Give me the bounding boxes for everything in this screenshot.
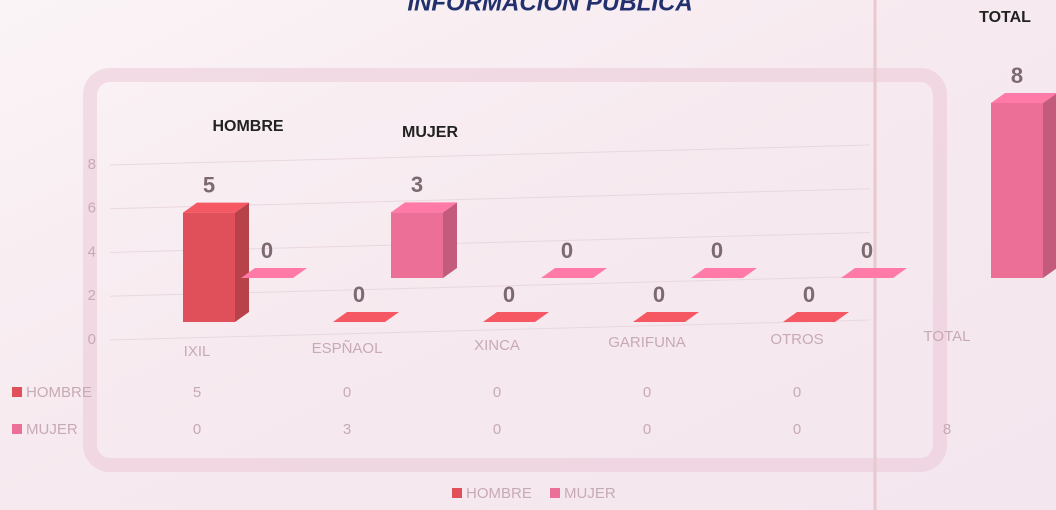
data-label: 5 xyxy=(203,172,215,197)
bar xyxy=(183,202,249,322)
bar-face xyxy=(1043,93,1056,278)
data-label: 0 xyxy=(711,238,723,263)
bar xyxy=(991,93,1056,278)
bar-face xyxy=(391,202,457,213)
table-cell: 0 xyxy=(793,421,801,438)
legend-label: HOMBRE xyxy=(466,485,532,502)
table-cell: 0 xyxy=(643,384,651,401)
x-tick-label: GARIFUNA xyxy=(608,334,686,351)
data-label: 0 xyxy=(261,238,273,263)
grid-line xyxy=(109,319,871,341)
legend-swatch xyxy=(550,488,560,498)
bar xyxy=(691,268,757,278)
bar-face xyxy=(333,312,399,322)
bar-face xyxy=(391,212,443,278)
x-tick-label: ESPÑAOL xyxy=(312,340,383,357)
legend-swatch xyxy=(452,488,462,498)
bar xyxy=(541,268,607,278)
bar xyxy=(783,312,849,322)
bar-face xyxy=(483,312,549,322)
y-tick-label: 0 xyxy=(88,331,96,348)
bar-face xyxy=(541,268,607,278)
bar xyxy=(333,312,399,322)
y-tick-label: 6 xyxy=(88,200,96,217)
x-tick-label: TOTAL xyxy=(924,328,971,345)
table-cell: 0 xyxy=(343,384,351,401)
table-row-label: MUJER xyxy=(26,421,78,438)
table-cell: 0 xyxy=(193,421,201,438)
annotation: MUJER xyxy=(402,124,458,141)
table-cell: 0 xyxy=(493,384,501,401)
bar xyxy=(633,312,699,322)
data-label: 0 xyxy=(861,238,873,263)
table-cell: 0 xyxy=(793,384,801,401)
table-cell: 5 xyxy=(193,384,201,401)
y-tick-label: 4 xyxy=(88,243,96,260)
bar xyxy=(391,202,457,278)
bar-face xyxy=(183,202,249,213)
data-label: 0 xyxy=(561,238,573,263)
bar-face xyxy=(235,202,249,322)
backdrop-frame xyxy=(83,68,947,472)
table-cell: 8 xyxy=(943,421,951,438)
annotation: TOTAL xyxy=(979,9,1031,26)
grid-line xyxy=(109,144,871,166)
legend-swatch xyxy=(12,387,22,397)
legend-label: MUJER xyxy=(564,485,616,502)
x-tick-label: XINCA xyxy=(474,337,520,354)
bar-face xyxy=(183,212,235,322)
data-label: 8 xyxy=(1011,63,1023,88)
table-row-label: HOMBRE xyxy=(26,384,92,401)
data-label: 0 xyxy=(353,282,365,307)
bar-face xyxy=(783,312,849,322)
bar-face xyxy=(691,268,757,278)
legend-swatch xyxy=(12,424,22,434)
x-tick-label: OTROS xyxy=(770,331,823,348)
x-tick-label: IXIL xyxy=(184,343,211,360)
bar-face xyxy=(991,103,1043,278)
bar xyxy=(241,268,307,278)
bar-face xyxy=(633,312,699,322)
annotation: HOMBRE xyxy=(212,118,283,135)
data-label: 0 xyxy=(803,282,815,307)
table-cell: 3 xyxy=(343,421,351,438)
bar-face xyxy=(841,268,907,278)
bar xyxy=(483,312,549,322)
y-tick-label: 8 xyxy=(88,156,96,173)
table-cell: 0 xyxy=(643,421,651,438)
bar xyxy=(841,268,907,278)
table-cell: 0 xyxy=(493,421,501,438)
y-tick-label: 2 xyxy=(88,287,96,304)
data-label: 0 xyxy=(503,282,515,307)
bar-face xyxy=(241,268,307,278)
data-label: 0 xyxy=(653,282,665,307)
bar-face xyxy=(991,93,1056,103)
bar-face xyxy=(443,202,457,278)
chart-title: INFORMACIÓN PÚBLICA xyxy=(407,0,692,16)
data-label: 3 xyxy=(411,172,423,197)
